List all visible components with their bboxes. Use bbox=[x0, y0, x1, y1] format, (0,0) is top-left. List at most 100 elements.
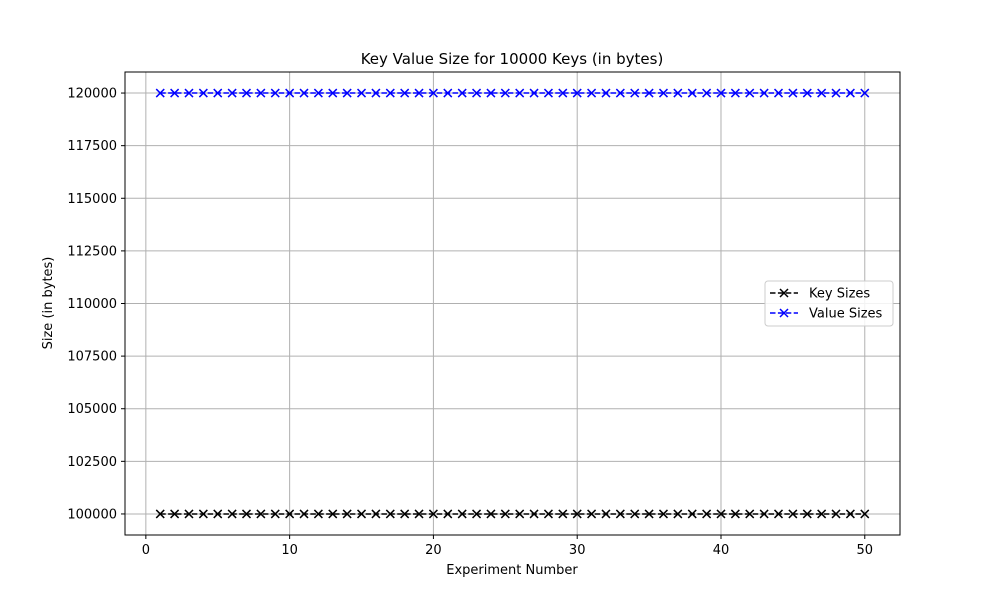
data-point bbox=[543, 509, 553, 519]
data-point bbox=[572, 88, 582, 98]
data-point bbox=[601, 88, 611, 98]
data-point bbox=[500, 88, 510, 98]
data-point bbox=[313, 509, 323, 519]
y-tick-label: 107500 bbox=[67, 350, 117, 365]
data-point bbox=[673, 509, 683, 519]
data-point bbox=[385, 509, 395, 519]
data-point bbox=[213, 88, 223, 98]
data-point bbox=[515, 88, 525, 98]
data-point bbox=[558, 88, 568, 98]
data-point bbox=[529, 88, 539, 98]
data-point bbox=[702, 88, 712, 98]
data-point bbox=[213, 509, 223, 519]
series-value-sizes bbox=[155, 88, 870, 98]
data-point bbox=[658, 88, 669, 98]
data-point bbox=[558, 509, 568, 519]
data-point bbox=[155, 88, 165, 98]
data-point bbox=[356, 88, 367, 98]
data-point bbox=[227, 509, 237, 519]
data-point bbox=[587, 509, 597, 519]
data-point bbox=[802, 88, 812, 98]
data-point bbox=[515, 509, 525, 519]
data-point bbox=[414, 88, 424, 98]
data-point bbox=[270, 509, 280, 519]
legend: Key Sizes Value Sizes bbox=[764, 280, 894, 327]
data-point bbox=[385, 88, 395, 98]
data-point bbox=[673, 88, 683, 98]
data-point bbox=[543, 88, 553, 98]
data-point bbox=[788, 88, 798, 98]
data-point bbox=[328, 509, 338, 519]
data-point bbox=[457, 509, 467, 519]
chart-title: Key Value Size for 10000 Keys (in bytes) bbox=[361, 50, 664, 68]
data-point bbox=[184, 509, 194, 519]
data-point bbox=[860, 88, 870, 98]
data-point bbox=[443, 509, 453, 519]
legend-marker bbox=[779, 308, 789, 318]
data-point bbox=[371, 88, 381, 98]
data-point bbox=[472, 88, 482, 98]
series-layer bbox=[155, 88, 870, 519]
series-key-sizes bbox=[155, 509, 870, 519]
data-point bbox=[572, 509, 582, 519]
y-tick-label: 115000 bbox=[67, 192, 117, 207]
data-point bbox=[184, 88, 194, 98]
data-point bbox=[702, 509, 712, 519]
data-point bbox=[587, 88, 597, 98]
x-tick-label: 30 bbox=[569, 543, 586, 558]
x-tick-label: 0 bbox=[142, 543, 150, 558]
data-point bbox=[428, 509, 438, 519]
x-tick-label: 50 bbox=[856, 543, 873, 558]
data-point bbox=[299, 88, 309, 98]
y-tick-label: 105000 bbox=[67, 402, 117, 417]
data-point bbox=[658, 509, 669, 519]
data-point bbox=[759, 88, 769, 98]
data-point bbox=[601, 509, 611, 519]
data-point bbox=[759, 509, 769, 519]
data-point bbox=[773, 88, 784, 98]
data-point bbox=[817, 509, 827, 519]
data-point bbox=[428, 88, 438, 98]
x-tick-label: 10 bbox=[281, 543, 298, 558]
data-point bbox=[400, 88, 410, 98]
y-tick-label: 117500 bbox=[67, 139, 117, 154]
data-point bbox=[630, 88, 640, 98]
data-point bbox=[342, 509, 352, 519]
y-tick-label: 120000 bbox=[67, 87, 117, 102]
data-point bbox=[472, 509, 482, 519]
x-tick-label: 20 bbox=[425, 543, 442, 558]
data-point bbox=[270, 88, 280, 98]
data-point bbox=[155, 509, 165, 519]
y-tick-label: 112500 bbox=[67, 244, 117, 259]
data-point bbox=[644, 509, 654, 519]
data-point bbox=[414, 509, 424, 519]
x-axis-label: Experiment Number bbox=[446, 563, 578, 578]
data-point bbox=[486, 88, 496, 98]
data-point bbox=[687, 88, 697, 98]
x-tick-label: 40 bbox=[713, 543, 730, 558]
data-point bbox=[745, 509, 755, 519]
data-point bbox=[443, 88, 453, 98]
y-axis-ticks: 100000 102500 105000 107500 110000 112500 1150… bbox=[67, 87, 125, 522]
data-point bbox=[845, 88, 855, 98]
data-point bbox=[615, 509, 625, 519]
y-axis-label: Size (in bytes) bbox=[41, 257, 56, 350]
y-tick-label: 102500 bbox=[67, 455, 117, 470]
data-point bbox=[845, 509, 855, 519]
data-point bbox=[313, 88, 323, 98]
legend-label: Key Sizes bbox=[809, 287, 870, 302]
legend-marker bbox=[779, 288, 789, 298]
data-point bbox=[687, 509, 697, 519]
data-point bbox=[256, 509, 266, 519]
data-point bbox=[198, 509, 208, 519]
data-point bbox=[256, 88, 266, 98]
data-point bbox=[400, 509, 410, 519]
data-point bbox=[457, 88, 467, 98]
data-point bbox=[817, 88, 827, 98]
data-point bbox=[170, 88, 180, 98]
data-point bbox=[745, 88, 755, 98]
y-tick-label: 100000 bbox=[67, 507, 117, 522]
data-point bbox=[615, 88, 625, 98]
data-point bbox=[730, 88, 740, 98]
